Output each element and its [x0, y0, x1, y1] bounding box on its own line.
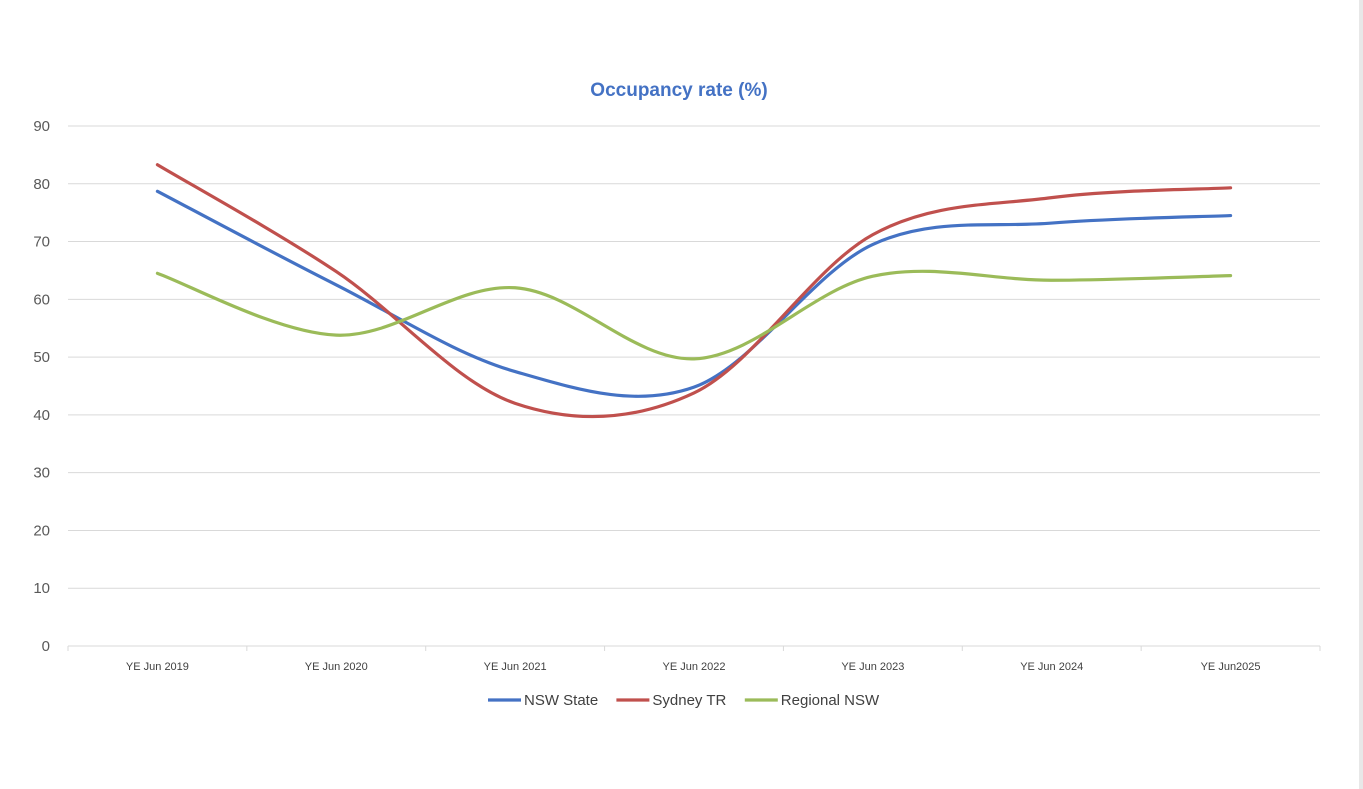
series-line-regional-nsw: [155, 269, 1233, 361]
legend-label: NSW State: [524, 692, 598, 709]
scrollbar-edge: [1359, 0, 1363, 789]
x-tick-label: YE Jun 2020: [305, 661, 368, 673]
x-tick-label: YE Jun2025: [1201, 661, 1261, 673]
series-lines: [155, 163, 1233, 419]
y-tick-label: 10: [33, 580, 50, 597]
y-tick-label: 40: [33, 407, 50, 424]
x-tick-label: YE Jun 2021: [484, 661, 547, 673]
y-tick-label: 30: [33, 465, 50, 482]
y-tick-label: 70: [33, 234, 50, 251]
chart-title: Occupancy rate (%): [590, 80, 767, 101]
x-axis: YE Jun 2019 YE Jun 2020 YE Jun 2021 YE Jun …: [67, 646, 1321, 673]
x-tick-label: YE Jun 2019: [126, 661, 189, 673]
y-axis: 0 10 20 30 40 50 60 70 80 90: [33, 118, 50, 655]
legend-label: Sydney TR: [652, 692, 726, 709]
series-line-sydney-tr: [155, 163, 1233, 419]
x-tick-label: YE Jun 2024: [1020, 661, 1083, 673]
legend: NSW State Sydney TR Regional NSW: [488, 692, 880, 709]
legend-label: Regional NSW: [781, 692, 880, 709]
y-tick-label: 60: [33, 291, 50, 308]
gridlines: [68, 125, 1320, 647]
series-line-nsw-state: [155, 189, 1233, 398]
y-tick-label: 80: [33, 176, 50, 193]
y-tick-label: 0: [42, 638, 50, 655]
x-tick-label: YE Jun 2023: [841, 661, 904, 673]
y-tick-label: 50: [33, 349, 50, 366]
x-tick-label: YE Jun 2022: [663, 661, 726, 673]
y-tick-label: 20: [33, 522, 50, 539]
y-tick-label: 90: [33, 118, 50, 135]
